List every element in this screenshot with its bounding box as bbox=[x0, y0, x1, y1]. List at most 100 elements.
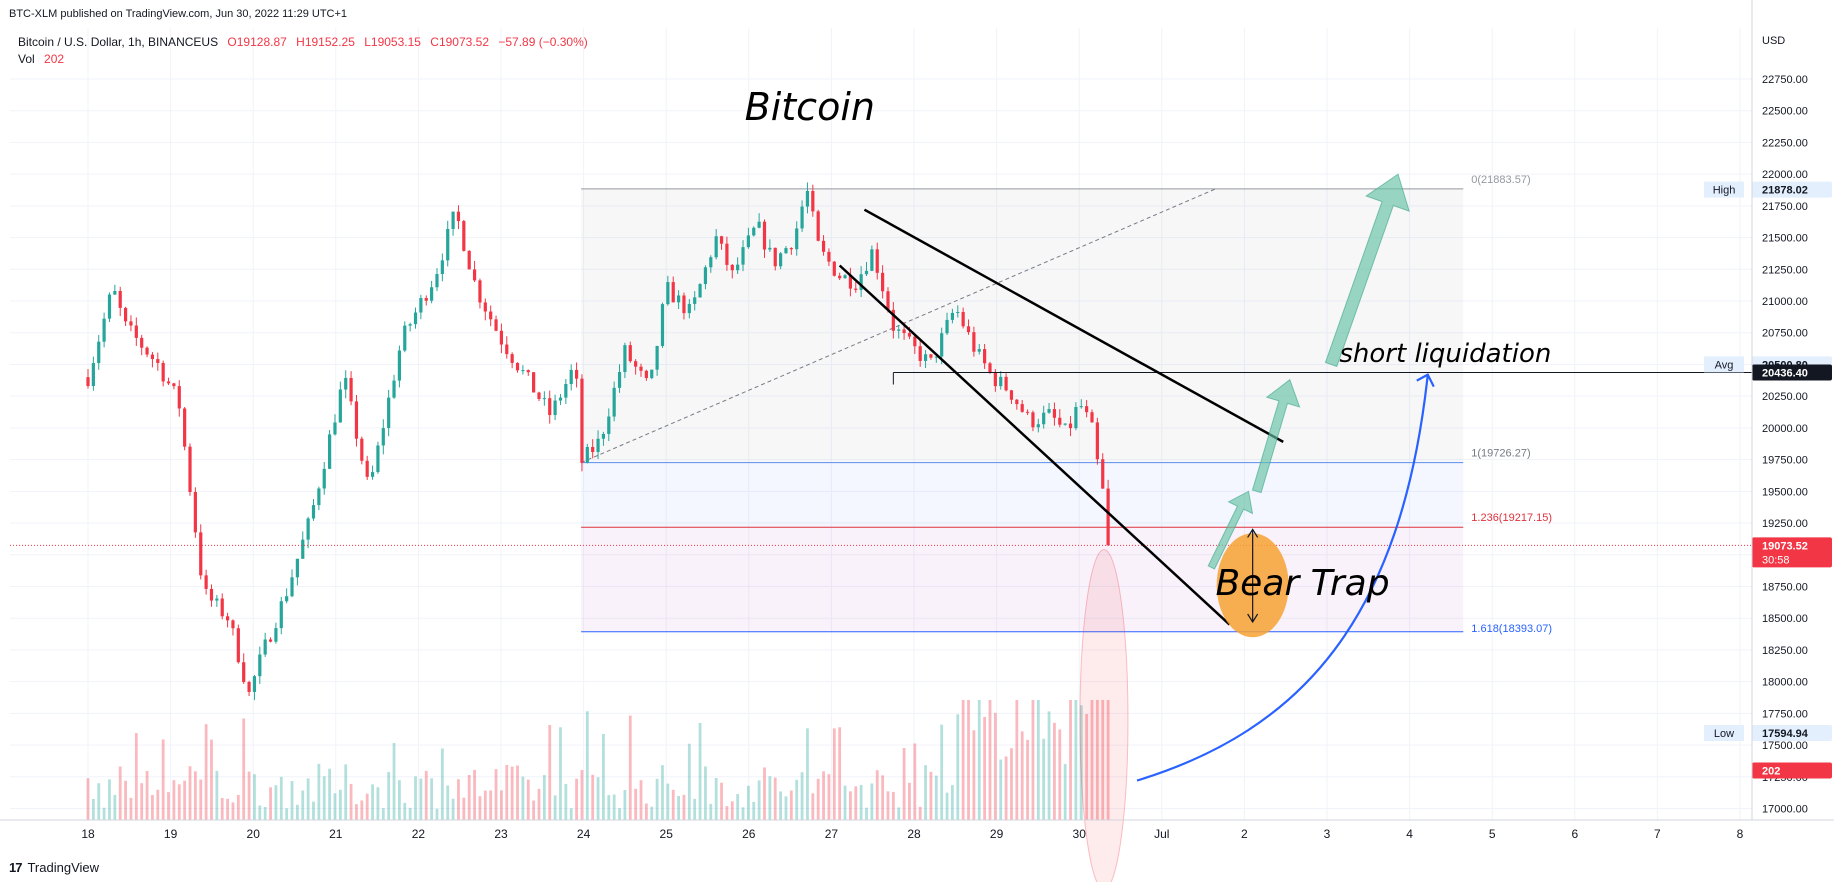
price-tick-label: 17500.00 bbox=[1762, 740, 1808, 752]
volume-bar bbox=[457, 779, 460, 820]
price-tick-label: 22750.00 bbox=[1762, 74, 1808, 86]
candle-body bbox=[483, 302, 487, 312]
volume-bar bbox=[580, 770, 584, 820]
price-tick-label: 22250.00 bbox=[1762, 137, 1808, 149]
volume-bar bbox=[607, 795, 611, 820]
volume-bar bbox=[1069, 700, 1072, 820]
tradingview-brand[interactable]: 17 TradingView bbox=[9, 860, 99, 875]
volume-bar bbox=[285, 808, 289, 820]
time-tick-label: 2 bbox=[1241, 827, 1248, 841]
candle-body bbox=[360, 438, 364, 461]
volume-bar bbox=[628, 715, 632, 820]
volume-bar bbox=[451, 798, 455, 820]
candle-body bbox=[628, 345, 632, 362]
candle-body bbox=[435, 273, 439, 288]
time-tick-label: 7 bbox=[1654, 827, 1661, 841]
volume-bar bbox=[687, 743, 691, 820]
volume-bar bbox=[86, 778, 90, 820]
candle-body bbox=[714, 236, 718, 258]
candle-body bbox=[617, 372, 622, 388]
candle-body bbox=[311, 505, 316, 519]
volume-bar bbox=[704, 766, 707, 820]
time-axis[interactable]: 18 19 20 21 22 23 24 25 26 27 28 29 30 Jul 2 3 4 5 6 7 8 bbox=[0, 0, 1834, 841]
volume-bar bbox=[355, 804, 358, 820]
volume-bar bbox=[387, 771, 391, 820]
volume-bar bbox=[682, 794, 686, 820]
volume-value: 202 bbox=[44, 52, 65, 66]
candle-body bbox=[419, 298, 423, 313]
candle-body bbox=[542, 398, 546, 400]
volume-bar bbox=[553, 795, 557, 820]
volume-bar bbox=[510, 766, 514, 820]
projection-arrow-2 bbox=[1251, 378, 1301, 494]
candle-body bbox=[805, 190, 810, 207]
volume-bar bbox=[977, 700, 981, 820]
price-tick-label: 18750.00 bbox=[1762, 581, 1808, 593]
volume-bar bbox=[1106, 700, 1110, 820]
time-tick-label: 4 bbox=[1406, 827, 1413, 841]
volume-bar bbox=[526, 779, 530, 820]
chart-title: Bitcoin bbox=[745, 85, 875, 129]
fib-zone-1-1236 bbox=[581, 462, 1464, 528]
volume-bar bbox=[269, 787, 272, 820]
price-tick-label: 21750.00 bbox=[1762, 201, 1808, 213]
volume-bar bbox=[226, 798, 229, 820]
price-tick-label: 22000.00 bbox=[1762, 169, 1808, 181]
volume-bar bbox=[983, 716, 987, 820]
time-tick-label: Jul bbox=[1154, 827, 1169, 841]
time-tick-label: 30 bbox=[1073, 827, 1087, 841]
volume-bar bbox=[500, 790, 503, 820]
candle-body bbox=[993, 372, 997, 387]
volume-legend[interactable]: Vol 202 bbox=[18, 52, 70, 66]
candle-body bbox=[902, 329, 906, 334]
symbol-name: Bitcoin / U.S. Dollar, 1h, BINANCEUS bbox=[18, 35, 219, 49]
tradingview-logo-icon: 17 bbox=[9, 860, 23, 875]
volume-bar bbox=[822, 771, 825, 820]
volume-bar bbox=[569, 808, 573, 820]
price-axis[interactable]: 17000.0017250.0017500.0017750.0018000.00… bbox=[1704, 0, 1834, 882]
level-value-tag-bg bbox=[1752, 364, 1832, 381]
volume-bar bbox=[999, 759, 1003, 820]
volume-bar bbox=[381, 808, 385, 820]
fib-level-label: 1.618(18393.07) bbox=[1471, 623, 1552, 635]
time-tick-label: 27 bbox=[825, 827, 839, 841]
candle-body bbox=[864, 270, 869, 275]
candle-body bbox=[494, 319, 498, 331]
price-tick-label: 18500.00 bbox=[1762, 613, 1808, 625]
volume-bar bbox=[483, 790, 487, 820]
candle-body bbox=[505, 344, 509, 355]
fib-level-label: 0(21883.57) bbox=[1471, 174, 1530, 186]
candle-body bbox=[258, 654, 262, 677]
candle-body bbox=[333, 422, 337, 435]
price-tick-label: 21250.00 bbox=[1762, 264, 1808, 276]
candle-body bbox=[580, 378, 584, 463]
candle-body bbox=[601, 433, 606, 439]
candle-body bbox=[848, 275, 852, 289]
candle-body bbox=[430, 287, 434, 301]
grid-lines bbox=[10, 28, 1752, 820]
symbol-legend[interactable]: Bitcoin / U.S. Dollar, 1h, BINANCEUS O19… bbox=[18, 35, 594, 49]
volume-bar bbox=[741, 807, 745, 820]
high-value-tag-bg bbox=[1752, 181, 1832, 198]
volume-spike-ellipse bbox=[1079, 549, 1129, 882]
candle-body bbox=[86, 377, 90, 387]
volume-bar bbox=[897, 807, 901, 820]
volume-bar bbox=[118, 766, 122, 820]
high-marker-label-bg bbox=[1704, 181, 1744, 198]
volume-bar bbox=[210, 739, 213, 820]
candle-body bbox=[1090, 412, 1094, 423]
candle-body bbox=[177, 386, 181, 409]
volume-bar bbox=[312, 801, 315, 820]
candle-body bbox=[655, 345, 659, 370]
candle-body bbox=[446, 228, 450, 261]
candle-body bbox=[478, 280, 482, 303]
candle-body bbox=[510, 354, 514, 363]
volume-bar bbox=[773, 777, 777, 820]
price-tick-label: 20000.00 bbox=[1762, 423, 1808, 435]
candle-body bbox=[698, 284, 702, 298]
candle-body bbox=[97, 341, 101, 364]
candle-body bbox=[709, 257, 713, 268]
volume-bar bbox=[505, 764, 509, 820]
volume-bar bbox=[548, 724, 552, 820]
